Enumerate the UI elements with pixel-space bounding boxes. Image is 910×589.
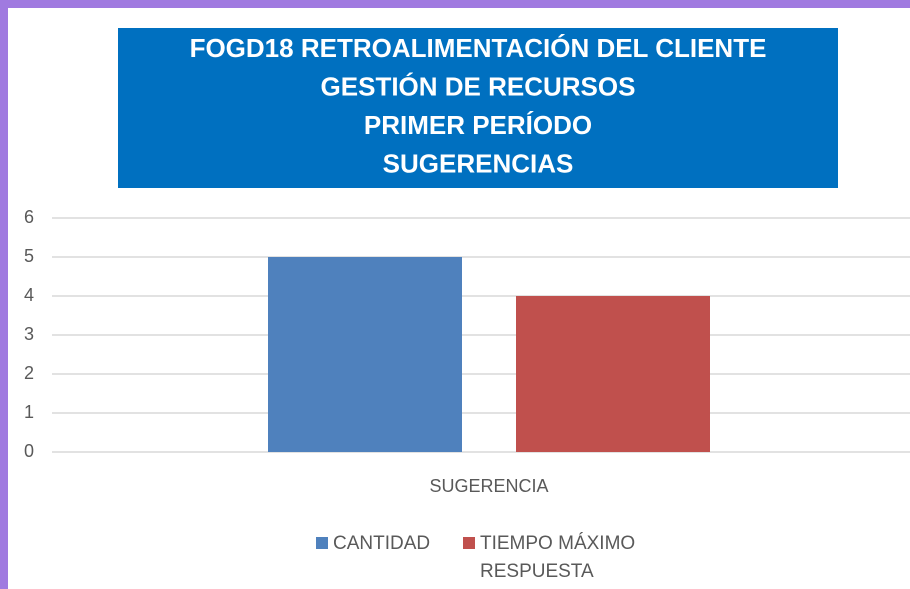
bar <box>516 296 710 452</box>
title-box <box>118 28 838 188</box>
x-tick-label: SUGERENCIA <box>429 476 548 496</box>
y-tick-label: 0 <box>24 441 34 461</box>
chart-title: SUGERENCIAS <box>383 148 574 178</box>
legend-label: TIEMPO MÁXIMO RESPUESTA <box>480 533 636 582</box>
y-tick-label: 5 <box>24 246 34 266</box>
legend-item: CANTIDAD <box>316 530 430 558</box>
chart-title: PRIMER PERÍODO <box>364 110 592 140</box>
y-tick-label: 2 <box>24 363 34 383</box>
y-tick-label: 1 <box>24 402 34 422</box>
legend-swatch <box>316 537 328 549</box>
bar <box>268 257 462 452</box>
chart-title: GESTIÓN DE RECURSOS <box>321 71 636 101</box>
legend-item: TIEMPO MÁXIMO RESPUESTA <box>463 530 658 586</box>
y-tick-label: 6 <box>24 207 34 227</box>
y-tick-label: 3 <box>24 324 34 344</box>
legend-label: CANTIDAD <box>333 533 431 554</box>
y-tick-label: 4 <box>24 285 34 305</box>
legend-swatch <box>463 537 475 549</box>
chart-title: FOGD18 RETROALIMENTACIÓN DEL CLIENTE <box>190 33 767 63</box>
